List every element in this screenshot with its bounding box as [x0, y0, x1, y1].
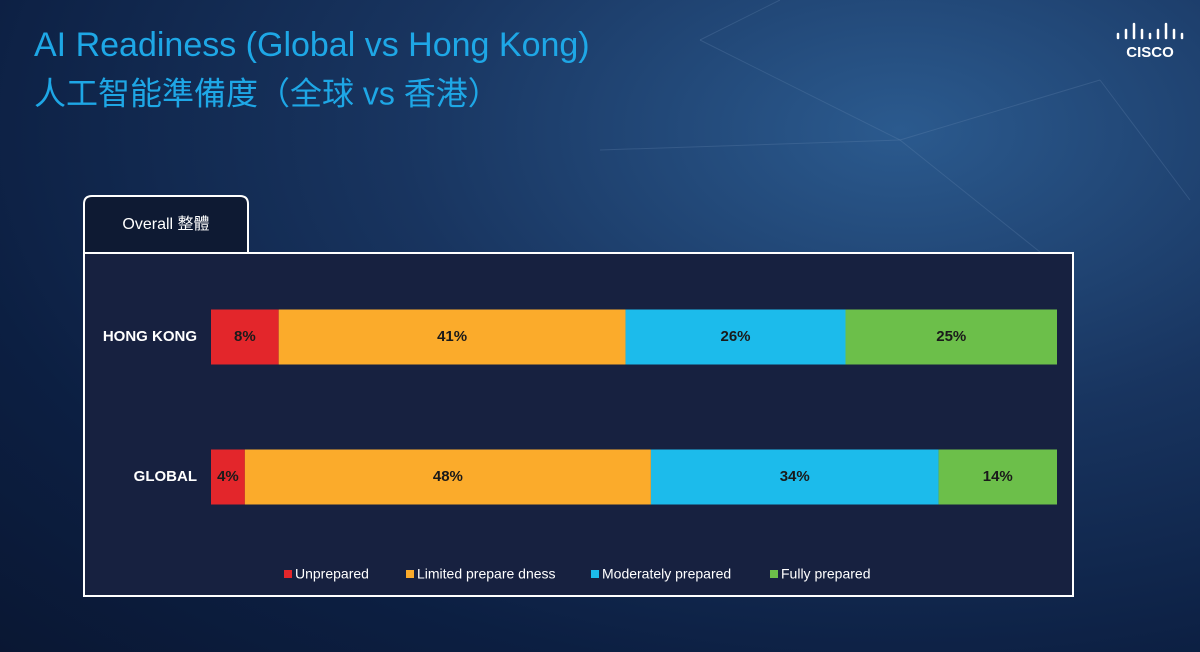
value-label: 34% — [780, 468, 810, 485]
legend-label: Moderately prepared — [602, 566, 731, 582]
tab — [83, 195, 249, 253]
value-label: 41% — [437, 328, 467, 345]
bar-segment — [278, 309, 626, 365]
legend-swatch — [284, 570, 292, 578]
bar-segment — [211, 309, 279, 365]
bar-segment — [650, 449, 939, 505]
slide-subtitle: 人工智能準備度（全球 vs 香港） — [34, 75, 500, 111]
bar-segment — [845, 309, 1057, 365]
logo: CISCO — [1126, 44, 1174, 61]
value-label: 4% — [217, 468, 239, 485]
chart-title: Overall 整體 — [122, 215, 209, 233]
category-label: GLOBAL — [134, 468, 197, 485]
panel — [83, 252, 1074, 597]
value-label: 26% — [721, 328, 751, 345]
bar-segment — [938, 449, 1057, 505]
bar-segment — [244, 449, 651, 505]
value-label: 48% — [433, 468, 463, 485]
category-label: HONG KONG — [103, 328, 197, 345]
value-label: 25% — [936, 328, 966, 345]
slide-title: AI Readiness (Global vs Hong Kong) — [34, 26, 590, 64]
legend-swatch — [591, 570, 599, 578]
legend-swatch — [406, 570, 414, 578]
legend-label: Fully prepared — [781, 566, 871, 582]
value-label: 8% — [234, 328, 256, 345]
logo-bars — [1116, 22, 1184, 40]
background-network — [599, 0, 1191, 261]
legend-swatch — [770, 570, 778, 578]
legend-label: Unprepared — [295, 566, 369, 582]
bar-segment — [211, 449, 245, 505]
bar-segment — [625, 309, 846, 365]
value-label: 14% — [983, 468, 1013, 485]
legend-label: Limited prepare dness — [417, 566, 556, 582]
